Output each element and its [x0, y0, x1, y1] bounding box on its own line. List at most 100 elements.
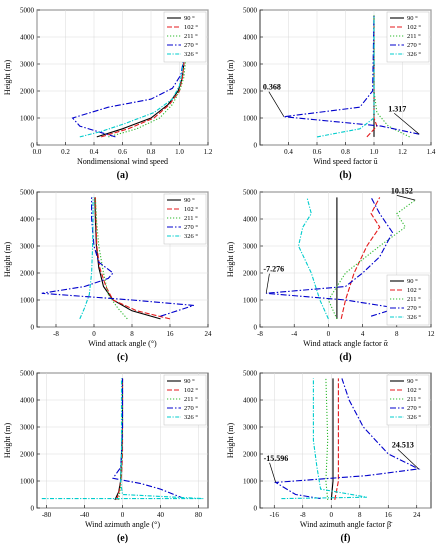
y-tick-label: 0: [254, 504, 258, 512]
y-tick-label: 1000: [243, 477, 258, 485]
legend: 90 ° 102 ° 211 ° 270 ° 326 °: [163, 374, 207, 426]
y-tick-label: 5000: [243, 6, 258, 14]
panel-label: (f): [341, 533, 351, 544]
panel-label: (a): [117, 170, 129, 181]
x-tick-label: 24: [413, 511, 421, 519]
series-line-326: [79, 197, 94, 320]
legend-entry: 326 °: [407, 414, 421, 421]
x-tick-label: 8: [130, 330, 134, 338]
legend-entry: 326 °: [407, 314, 421, 321]
legend-entry: 102 °: [184, 24, 198, 31]
panel-d: 0 1000 2000 3000 4000 5000 -8 -4 0 4 8 12 Wind attac…: [226, 186, 435, 363]
series-line-326: [41, 378, 204, 500]
legend-entry: 102 °: [407, 24, 421, 31]
panel-label: (b): [339, 170, 351, 181]
series-line-102: [100, 15, 186, 138]
x-tick-label: 24: [205, 330, 213, 338]
y-tick-label: 2000: [243, 87, 258, 95]
y-tick-label: 3000: [20, 60, 35, 68]
x-tick-label: -8: [53, 330, 59, 338]
legend-entry: 270 °: [407, 42, 421, 49]
y-tick-label: 0: [254, 141, 258, 149]
legend-entry: 211 °: [407, 33, 421, 40]
series-line-326: [281, 378, 367, 500]
x-tick-label: 1.0: [175, 148, 184, 156]
series-line-102: [340, 197, 381, 320]
legend: 90 ° 102 ° 211 ° 270 ° 326 °: [163, 193, 207, 245]
y-tick-label: 3000: [243, 423, 258, 431]
y-tick-label: 5000: [20, 188, 35, 196]
y-tick-label: 3000: [243, 60, 258, 68]
panel-label: (e): [117, 533, 128, 544]
x-tick-label: 16: [167, 330, 175, 338]
y-axis-label: Height (m): [3, 242, 12, 278]
y-tick-label: 2000: [243, 450, 258, 458]
panel-f: 0 1000 2000 3000 4000 5000 -16 -8 0 8 16 24 Wind azi…: [226, 369, 432, 544]
series-line-270: [273, 378, 421, 500]
y-tick-label: 4000: [20, 396, 35, 404]
legend: 90 ° 102 ° 211 ° 270 ° 326 °: [386, 274, 430, 326]
legend-entry: 326 °: [407, 51, 421, 58]
panel-e: 0 1000 2000 3000 4000 5000 -80 -40 0 40 80 Wind azi…: [3, 369, 209, 544]
y-axis-label: Height (m): [226, 423, 235, 459]
legend-entry: 211 °: [407, 296, 421, 303]
legend-entry: 270 °: [184, 224, 198, 231]
legend-entry: 90 °: [184, 197, 195, 204]
y-tick-label: 5000: [243, 188, 258, 196]
legend: 90 ° 102 ° 211 ° 270 ° 326 °: [163, 11, 207, 63]
legend-entry: 270 °: [407, 405, 421, 412]
x-tick-label: -16: [270, 511, 280, 519]
series-line-102: [94, 197, 171, 320]
x-tick-label: 0.4: [90, 148, 99, 156]
panel-label: (d): [339, 352, 351, 363]
legend-entry: 102 °: [184, 387, 198, 394]
legend-entry: 270 °: [407, 305, 421, 312]
x-axis-label: Wind azimuth angle (°): [85, 520, 160, 529]
x-tick-label: 0.8: [341, 148, 350, 156]
x-tick-label: -4: [291, 330, 297, 338]
legend-entry: 90 °: [184, 15, 195, 22]
legend-entry: 211 °: [184, 396, 198, 403]
y-tick-label: 3000: [20, 242, 35, 250]
y-tick-label: 0: [31, 141, 35, 149]
legend-box: [386, 274, 430, 326]
y-tick-label: 4000: [20, 215, 35, 223]
y-tick-label: 0: [254, 323, 258, 331]
y-tick-label: 1000: [20, 296, 35, 304]
x-tick-label: 0: [121, 511, 125, 519]
annotation-arrow: [269, 462, 277, 483]
x-tick-label: 0.2: [61, 148, 70, 156]
annotation-label: 10.152: [391, 186, 413, 195]
y-tick-label: 2000: [20, 87, 35, 95]
x-tick-label: 0: [330, 511, 334, 519]
series-line-326: [79, 15, 185, 138]
x-tick-label: 8: [395, 330, 399, 338]
legend-entry: 326 °: [184, 414, 198, 421]
x-tick-label: 40: [157, 511, 165, 519]
y-tick-label: 4000: [20, 33, 35, 41]
x-axis-label: Wind speed factor ū: [313, 157, 377, 166]
legend-entry: 102 °: [184, 206, 198, 213]
panel-c: 0 1000 2000 3000 4000 5000 -8 0 8 16 24 Wind attack…: [3, 188, 212, 363]
annotation-label: 1.317: [388, 104, 406, 113]
y-tick-label: 2000: [20, 269, 35, 277]
panel-label: (c): [117, 352, 128, 363]
annotation-arrow: [397, 448, 419, 470]
series-line-90: [94, 197, 161, 320]
legend: 90 ° 102 ° 211 ° 270 ° 326 °: [386, 374, 430, 426]
series-line-102: [334, 378, 339, 501]
legend: 90 ° 102 ° 211 ° 270 ° 326 °: [386, 11, 430, 63]
series-line-270: [112, 378, 185, 500]
x-tick-label: -8: [300, 511, 306, 519]
y-tick-label: 4000: [243, 396, 258, 404]
legend-entry: 90 °: [407, 278, 418, 285]
legend-entry: 90 °: [407, 15, 418, 22]
series-line-90: [330, 378, 334, 500]
y-axis-label: Height (m): [3, 423, 12, 459]
y-tick-label: 2000: [20, 450, 35, 458]
y-tick-label: 2000: [243, 269, 258, 277]
annotation-arrow: [265, 273, 270, 294]
x-tick-label: 16: [385, 511, 393, 519]
x-tick-label: 4: [361, 330, 365, 338]
y-tick-label: 1000: [20, 477, 35, 485]
